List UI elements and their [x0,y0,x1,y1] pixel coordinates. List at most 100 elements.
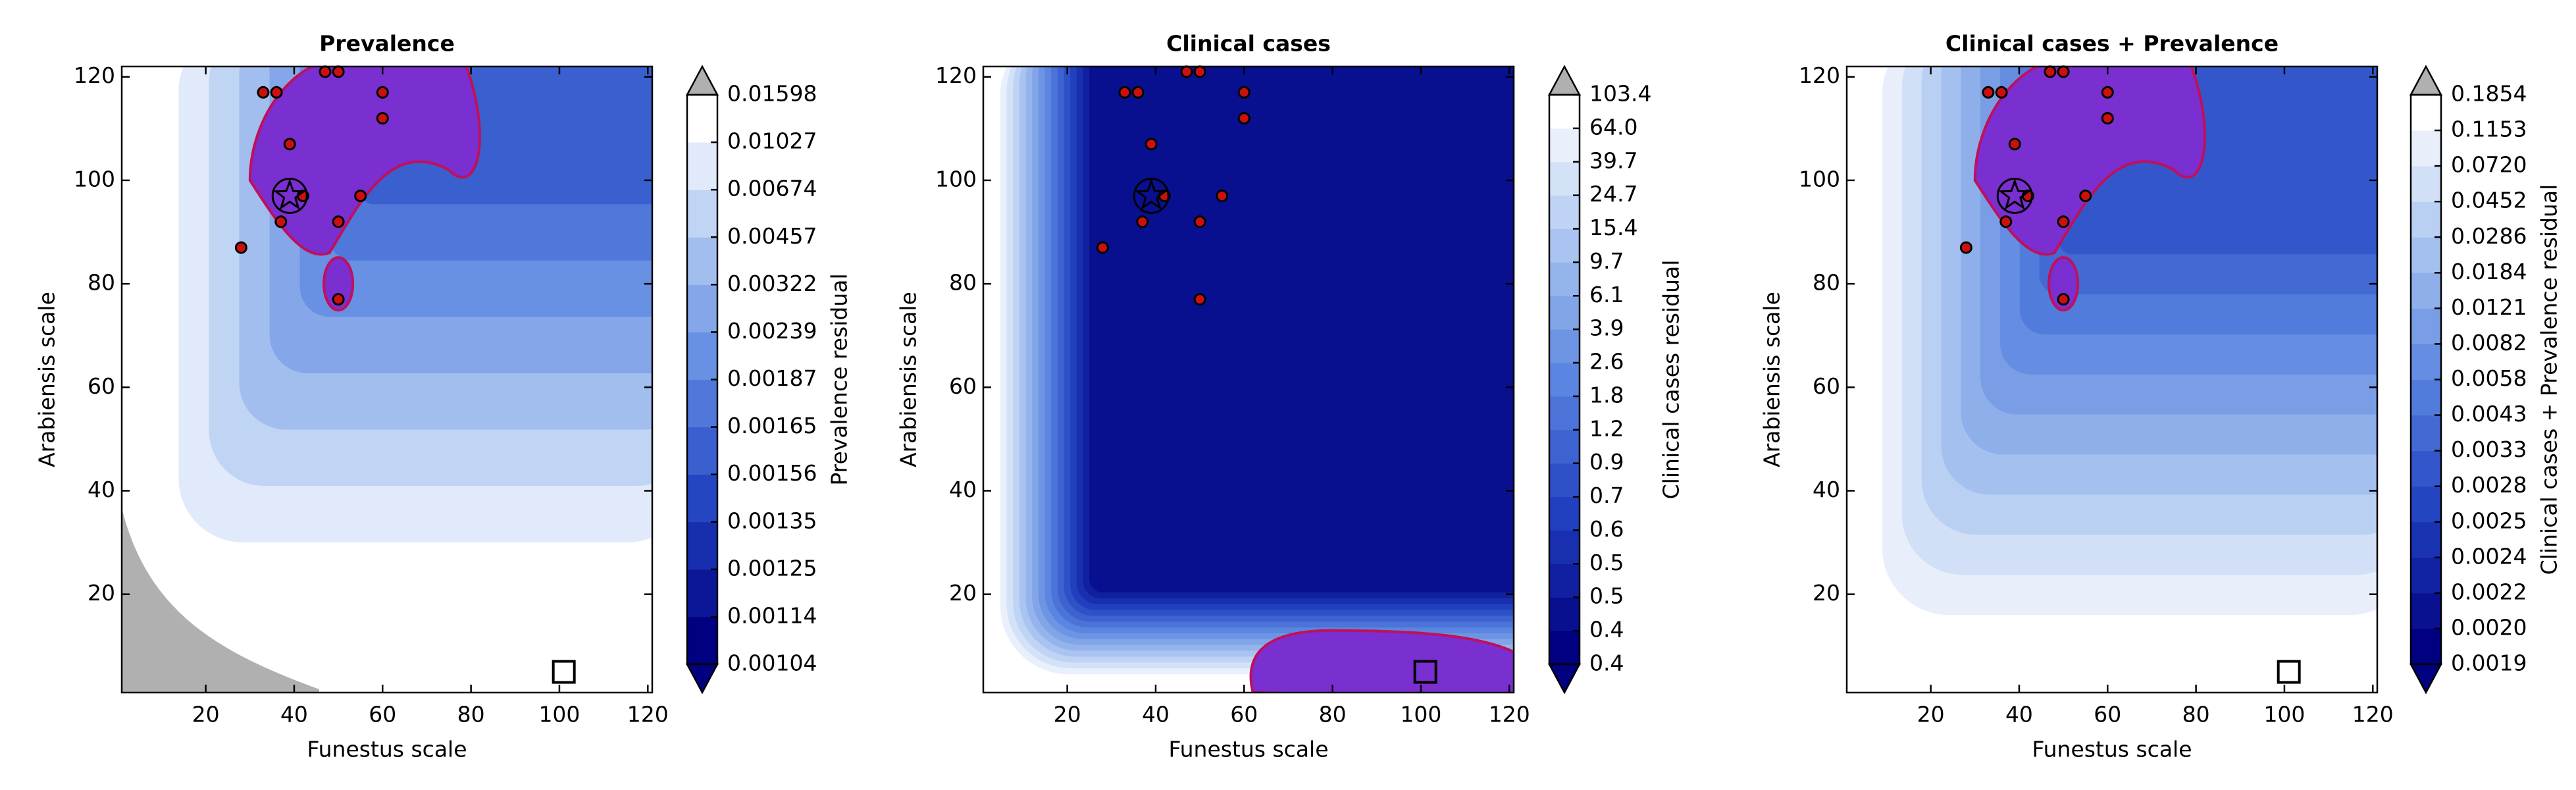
y-tick-label: 120 [935,63,977,88]
y-tick-label: 60 [1813,373,1840,399]
colorbar-tick-label: 0.00457 [727,223,817,249]
x-tick-label: 40 [1142,702,1170,727]
colorbar-tick-label: 0.7 [1589,483,1624,508]
point [2044,65,2057,78]
square-marker [1413,660,1437,684]
colorbar-band [1549,631,1580,665]
colorbar-tick-label: 103.4 [1589,81,1651,107]
y-tick-label: 120 [1799,63,1840,88]
y-tick-label: 80 [949,270,977,296]
y-axis-label: Arabiensis scale [34,292,60,467]
panel: 20 40 60 80 100 120 20 40 60 80 100 120 Prevalence Fu… [34,31,852,762]
x-tick-label: 20 [192,702,220,727]
colorbar-tick-label: 64.0 [1589,114,1637,140]
colorbar-band [1549,463,1580,498]
point [1193,293,1206,306]
colorbar-tick-label: 2.6 [1589,349,1624,375]
y-axis-label: Arabiensis scale [896,292,921,467]
point [332,65,345,78]
square-marker [552,660,576,684]
x-tick-label: 100 [1400,702,1441,727]
colorbar-band [2411,521,2441,558]
square-marker [2277,660,2301,684]
colorbar-band [2411,166,2441,202]
colorbar-label: Prevalence residual [827,273,852,485]
colorbar-band [2411,557,2441,594]
point [1136,215,1149,228]
contour-field [122,66,652,693]
colorbar-tick-label: 0.0033 [2451,436,2527,462]
colorbar-band [687,474,717,523]
point [1096,241,1109,254]
colorbar-tick-label: 1.8 [1589,382,1624,408]
y-tick-label: 20 [1813,580,1840,606]
colorbar-band [2411,95,2441,131]
colorbar-band [2411,308,2441,344]
point [1237,86,1250,99]
point [2057,215,2070,228]
colorbar-extend-under [1547,663,1582,695]
colorbar-tick-label: 0.00322 [727,271,817,296]
colorbar-band [2411,486,2441,523]
y-tick-label: 40 [88,477,115,502]
colorbar-band [2411,201,2441,238]
y-tick-label: 100 [74,166,115,192]
point [1982,86,1995,99]
colorbar-tick-label: 0.9 [1589,449,1624,475]
colorbar-band [1549,597,1580,631]
point [1180,65,1193,78]
panel: 20 40 60 80 100 120 20 40 60 80 100 120 Clinical cas… [896,31,1684,762]
star-marker [1135,178,1168,210]
colorbar-band [2411,344,2441,380]
y-axis-label: Arabiensis scale [1759,292,1785,467]
colorbar-tick-label: 0.00187 [727,365,817,391]
colorbar-band [2411,628,2441,665]
colorbar-tick-label: 0.6 [1589,516,1624,542]
star-ring [1133,177,1170,214]
colorbar-band [687,237,717,285]
colorbar-band [1549,296,1580,330]
colorbar-tick-label: 0.00674 [727,176,817,201]
colorbar-tick-label: 0.0058 [2451,365,2527,391]
colorbar-band [687,284,717,332]
point [1145,138,1158,151]
colorbar-tick-label: 15.4 [1589,215,1637,240]
y-tick-label: 100 [935,166,977,192]
point [1193,65,1206,78]
x-tick-label: 60 [369,702,396,727]
x-tick-label: 120 [1489,702,1530,727]
plot-frame [982,65,1515,694]
colorbar-band [2411,450,2441,487]
colorbar-band [1549,195,1580,230]
low-region [2048,256,2080,312]
point [319,65,332,78]
colorbar-band [687,521,717,570]
colorbar-tick-label: 6.1 [1589,282,1624,307]
point [257,86,270,99]
x-tick-label: 80 [1319,702,1347,727]
colorbar-tick-label: 0.00239 [727,318,817,344]
colorbar-band [2411,379,2441,416]
y-tick-label: 60 [88,373,115,399]
colorbar-tick-label: 0.00165 [727,413,817,438]
colorbar-tick-label: 0.1153 [2451,117,2527,142]
point [332,293,345,306]
colorbar-band [1549,128,1580,163]
star-marker [273,178,307,210]
colorbar-tick-label: 0.0028 [2451,472,2527,498]
point [2101,86,2114,99]
x-tick-label: 20 [1917,702,1945,727]
colorbar-band [2411,592,2441,629]
colorbar-tick-label: 0.0184 [2451,259,2527,284]
colorbar-band [2411,237,2441,273]
colorbar-band [2411,415,2441,452]
colorbar-tick-label: 0.0022 [2451,579,2527,604]
colorbar-band [1549,262,1580,296]
y-tick-label: 40 [949,477,977,502]
colorbar-tick-label: 0.0286 [2451,223,2527,249]
chart-title: Prevalence [319,31,455,57]
chart-title: Clinical cases + Prevalence [1945,31,2279,57]
colorbar-band [687,379,717,428]
x-axis-label: Funestus scale [307,737,467,762]
star-ring [1996,177,2033,214]
